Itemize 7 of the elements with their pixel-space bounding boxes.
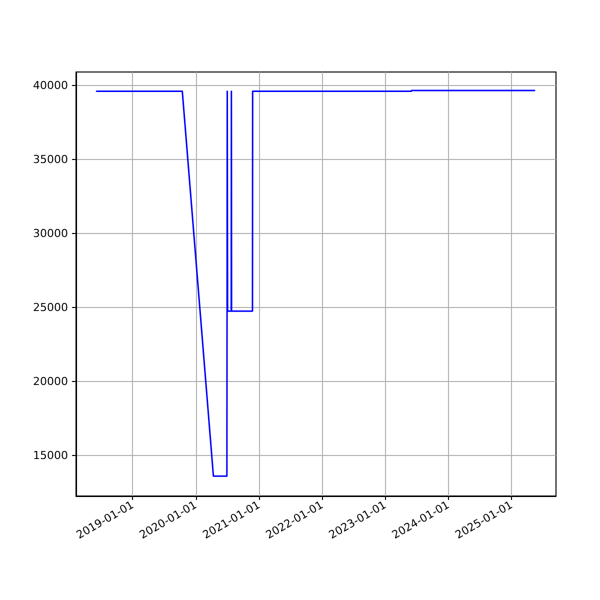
- y-tick-label: 40000: [33, 78, 68, 92]
- y-tick-label: 35000: [33, 152, 68, 166]
- line-series: [96, 90, 536, 477]
- y-tick-label: 15000: [33, 448, 68, 462]
- y-tick-label: 25000: [33, 300, 68, 314]
- y-tick-label: 30000: [33, 226, 68, 240]
- y-tick-label: 20000: [33, 374, 68, 388]
